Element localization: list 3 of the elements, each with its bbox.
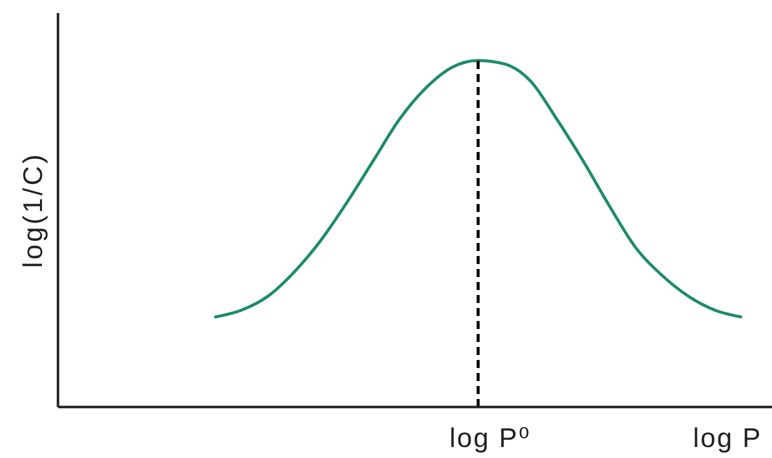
text: log P⁰ — [449, 423, 531, 453]
y-axis-title: log(1/C) — [18, 152, 48, 268]
x-axis-title: log P — [692, 423, 762, 453]
